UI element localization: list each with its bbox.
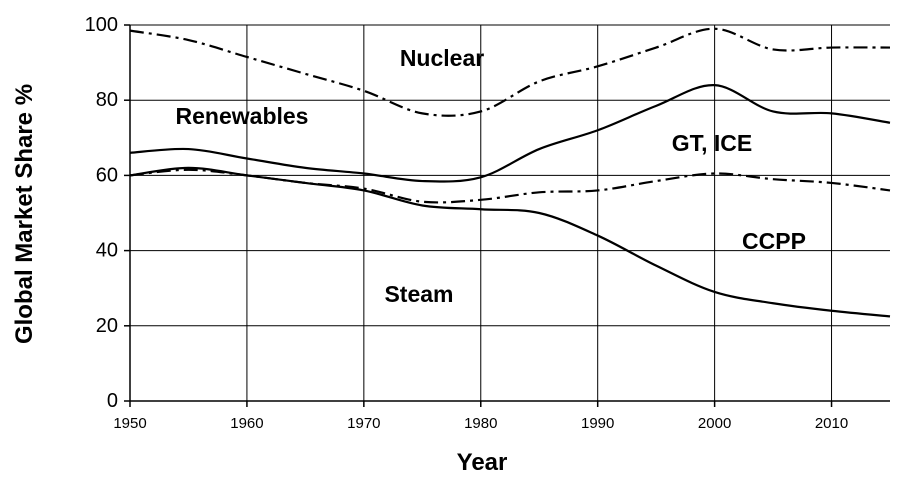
x-tick-label: 1950	[113, 415, 146, 432]
boundary-line-4	[129, 27, 891, 117]
y-tick-label: 80	[96, 89, 118, 111]
x-axis-title: Year	[457, 449, 508, 476]
axes	[124, 24, 890, 407]
region-label-nuclear: Nuclear	[400, 45, 484, 71]
y-tick-label: 60	[96, 164, 118, 186]
y-tick-label: 0	[107, 390, 118, 412]
region-label-renewables: Renewables	[176, 103, 309, 129]
y-axis-title: Global Market Share %	[11, 84, 38, 344]
x-tick-label: 1960	[230, 415, 263, 432]
grid	[130, 24, 890, 402]
boundary-line-3	[129, 84, 891, 183]
y-tick-label: 40	[96, 240, 118, 262]
y-tick-label: 20	[96, 315, 118, 337]
x-tick-labels: 1950 1960 1970 1980 1990 2000 2010	[113, 415, 848, 432]
x-tick-label: 1980	[464, 415, 497, 432]
x-tick-label: 2000	[698, 415, 731, 432]
boundary-lines	[129, 27, 891, 318]
x-tick-label: 1990	[581, 415, 614, 432]
y-tick-label: 100	[85, 14, 118, 36]
boundary-line-1	[129, 166, 891, 318]
x-tick-label: 2010	[815, 415, 848, 432]
boundary-line-2	[129, 168, 891, 204]
region-label-steam: Steam	[384, 281, 453, 307]
region-label-gt-ice: GT, ICE	[672, 130, 753, 156]
y-tick-labels: 0 20 40 60 80 100	[85, 14, 118, 412]
x-tick-label: 1970	[347, 415, 380, 432]
region-label-ccpp: CCPP	[742, 228, 806, 254]
